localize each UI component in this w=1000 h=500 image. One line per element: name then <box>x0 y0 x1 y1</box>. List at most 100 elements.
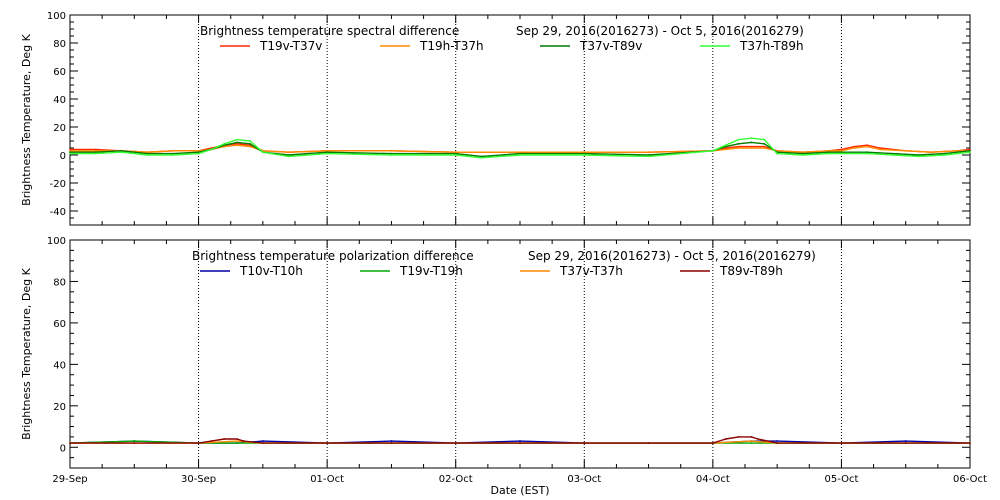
data-point-t37h-t89h <box>737 138 740 141</box>
plot-frame <box>69 14 971 226</box>
data-point-t37h-t89h <box>827 152 830 155</box>
data-point-t19h-t37h <box>904 149 907 152</box>
data-point-t37v-t89v <box>326 151 329 154</box>
data-point-t19h-t37h <box>801 151 804 154</box>
data-point-t10v-t10h <box>904 440 907 442</box>
data-point-t19v-t19h <box>133 440 136 442</box>
data-point-t89v-t89h <box>69 442 71 445</box>
data-point-t37h-t89h <box>866 152 869 155</box>
data-point-t19h-t37h <box>853 147 856 149</box>
x-tick-label: 06-Oct <box>953 474 987 485</box>
data-point-t37v-t89v <box>69 151 71 154</box>
data-point-t37v-t89v <box>583 152 586 155</box>
data-point-t37h-t89h <box>210 148 213 151</box>
data-point-t19h-t37h <box>236 144 239 147</box>
plot-frame <box>69 239 971 469</box>
y-tick-label: -40 <box>50 207 66 218</box>
chart-panel-2: 0 20 40 60 80 100 Brightness Temperature, Deg … <box>20 236 987 497</box>
data-point-t19h-t37h <box>750 147 753 149</box>
legend-label: T37v-T37h <box>559 264 623 278</box>
y-tick-label: 100 <box>47 236 66 247</box>
data-point-t37v-t89v <box>287 154 290 156</box>
y-tick-label: 0 <box>60 443 66 454</box>
data-point-t37h-t89h <box>943 154 946 156</box>
y-tick-label: 40 <box>53 95 66 106</box>
data-point-t19v-t37v <box>236 142 239 145</box>
legend-label: T37v-T89v <box>579 39 642 53</box>
data-point-t37v-t89v <box>801 152 804 155</box>
data-point-t37h-t89h <box>197 152 200 155</box>
data-point-t37v-t89v <box>236 141 239 144</box>
data-point-t19v-t37v <box>94 148 97 151</box>
data-point-t37h-t89h <box>711 149 714 152</box>
legend-label: T89v-T89h <box>719 264 783 278</box>
data-point-t37h-t89h <box>480 156 483 159</box>
y-tick-label: 0 <box>60 151 66 162</box>
y-tick-label: 100 <box>47 11 66 22</box>
data-point-t19v-t37v <box>724 147 727 149</box>
data-point-t19h-t37h <box>249 145 251 148</box>
data-point-t19h-t37h <box>737 147 740 149</box>
data-point-t37v-t89v <box>750 141 753 144</box>
data-point-t37h-t89h <box>917 155 920 158</box>
data-point-t37h-t89h <box>776 152 779 155</box>
data-point-t89v-t89h <box>210 440 213 442</box>
y-tick-label: 60 <box>53 319 66 330</box>
data-point-t19h-t37h <box>583 151 586 154</box>
data-point-t89v-t89h <box>647 442 650 445</box>
y-tick-label: 20 <box>53 402 66 413</box>
y-axis-label: Brightness Temperature, Deg K <box>20 33 33 205</box>
data-point-t37h-t89h <box>287 155 290 158</box>
data-point-t37v-t89v <box>737 142 740 145</box>
data-point-t89v-t89h <box>133 442 136 445</box>
data-point-t37h-t89h <box>223 142 226 145</box>
data-point-t37v-t89v <box>197 151 200 154</box>
data-point-t37h-t89h <box>763 138 766 141</box>
data-point-t89v-t89h <box>711 442 714 445</box>
data-point-t37h-t89h <box>236 138 239 141</box>
data-point-t37v-t89v <box>519 152 521 155</box>
data-point-t37h-t89h <box>647 155 650 158</box>
data-point-t19h-t37h <box>956 149 959 152</box>
data-point-t37h-t89h <box>969 151 971 154</box>
data-point-t19h-t37h <box>840 149 843 152</box>
legend-label: T10v-T10h <box>239 264 303 278</box>
data-point-t89v-t89h <box>737 436 740 438</box>
data-point-t19v-t19h <box>750 442 753 445</box>
legend-label: T37h-T89h <box>739 39 804 53</box>
data-point-t37h-t89h <box>146 154 149 156</box>
data-point-t19h-t37h <box>287 151 290 154</box>
data-point-t19h-t37h <box>454 151 457 154</box>
data-point-t37v-t89v <box>969 149 971 152</box>
data-point-t19v-t37v <box>866 144 869 147</box>
data-point-t37v-t89v <box>891 152 894 155</box>
data-point-t37h-t89h <box>454 154 457 156</box>
data-point-t89v-t89h <box>454 442 457 445</box>
data-point-t19h-t37h <box>197 149 200 152</box>
data-point-t37h-t89h <box>249 140 251 142</box>
x-axis-label: Date (EST) <box>490 484 549 497</box>
data-point-t37v-t89v <box>866 151 869 154</box>
data-point-t19h-t37h <box>930 151 933 154</box>
data-point-t89v-t89h <box>236 438 239 440</box>
chart-title: Brightness temperature polarization diff… <box>192 249 474 263</box>
data-point-t19h-t37h <box>724 148 727 151</box>
data-point-t19v-t37v <box>853 145 856 148</box>
data-point-t89v-t89h <box>724 438 727 440</box>
y-tick-label: -20 <box>50 179 66 190</box>
data-point-t10v-t10h <box>776 440 779 442</box>
data-point-t37v-t89v <box>171 152 174 155</box>
data-point-t37v-t89v <box>480 155 483 158</box>
data-point-t89v-t89h <box>756 438 759 440</box>
x-tick-label: 29-Sep <box>52 474 87 485</box>
y-tick-label: 20 <box>53 123 66 134</box>
x-tick-label: 30-Sep <box>181 474 216 485</box>
chart-date-range: Sep 29, 2016(2016273) - Oct 5, 2016(2016… <box>516 24 804 38</box>
data-point-t37h-t89h <box>519 154 521 156</box>
data-point-t19h-t37h <box>146 151 149 154</box>
data-point-t89v-t89h <box>583 442 586 445</box>
data-point-t37v-t89v <box>917 154 920 156</box>
data-point-t89v-t89h <box>750 436 753 438</box>
data-point-t19h-t37h <box>69 149 71 152</box>
